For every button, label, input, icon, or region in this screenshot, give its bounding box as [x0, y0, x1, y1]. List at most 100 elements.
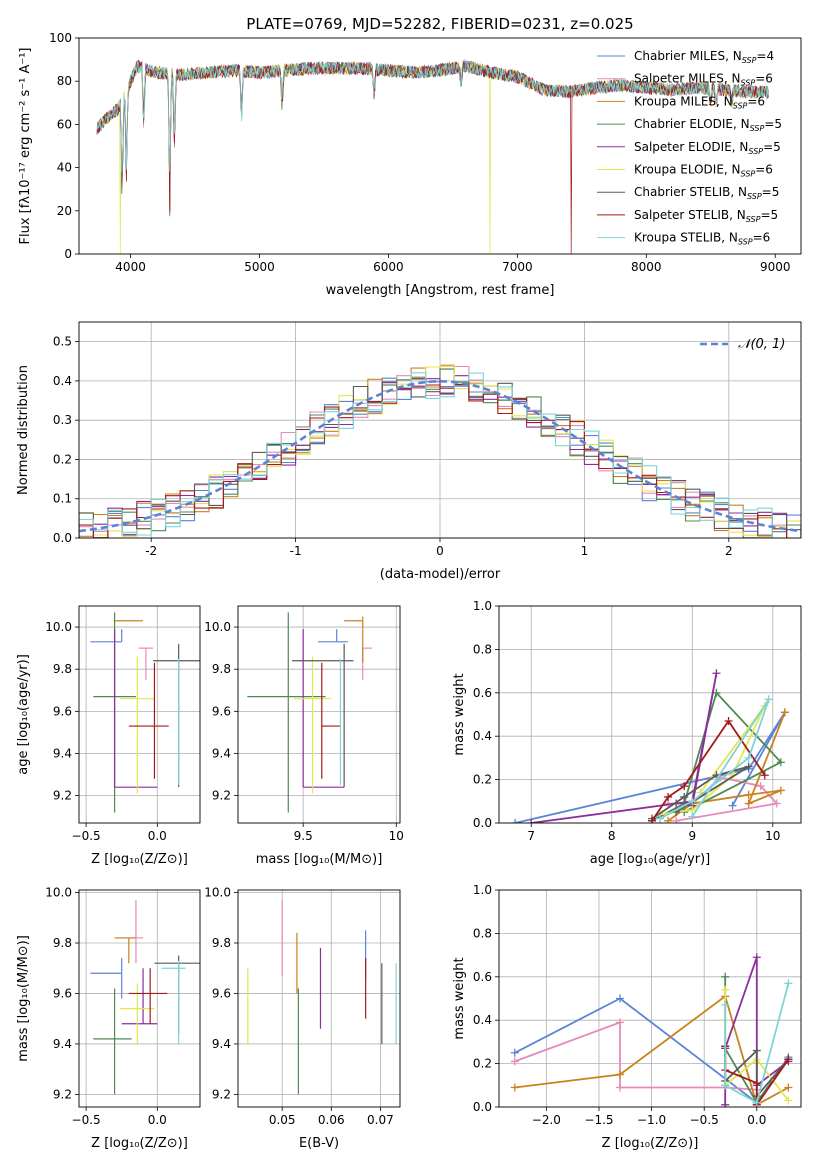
x-tick-label: -2 [145, 544, 157, 558]
legend-entry-name: Salpeter STELIB, N [634, 208, 746, 222]
legend-entry-sub: SSP [741, 79, 756, 88]
mass-vs-Z-grid [79, 890, 200, 1107]
y-tick-label: 9.8 [212, 662, 231, 676]
errorbar-point-kroupa-miles [344, 616, 364, 663]
weight-marker [744, 753, 753, 762]
y-tick-label: 0.8 [473, 642, 492, 656]
y-axis-label: age [log₁₀(age/yr)] [16, 654, 31, 775]
errorbar-point-kroupa-stelib [161, 960, 186, 1044]
errorbar-point-salpeter-elodie [121, 968, 158, 1025]
y-tick-label: 0.2 [53, 452, 72, 466]
axes-frame [498, 889, 802, 1108]
x-tick-label: 9.5 [294, 829, 313, 843]
weight-marker [744, 790, 753, 799]
y-tick-label: 0.0 [473, 1100, 492, 1114]
errorbar-point-kroupa-elodie [293, 656, 332, 794]
errorbar-point-chabrier-miles [90, 629, 123, 643]
weight-marker [721, 1100, 730, 1107]
x-tick-label: −0.5 [72, 829, 101, 843]
legend-entry-name: Salpeter ELODIE, N [634, 140, 748, 154]
y-axis-label: mass weight [452, 673, 467, 755]
weight-marker [744, 799, 753, 808]
y-tick-label: 10.0 [204, 620, 231, 634]
x-tick-label: 10 [389, 829, 404, 843]
y-tick-label: 60 [57, 117, 72, 131]
x-tick-label: 0.07 [367, 1113, 394, 1127]
weight-marker [664, 816, 673, 823]
weight-line [514, 711, 786, 823]
age-vs-Z-grid [79, 606, 200, 823]
legend-entry: Salpeter STELIB, NSSP=5 [634, 208, 778, 224]
y-tick-label: 9.6 [53, 986, 72, 1000]
weight-line [724, 983, 790, 1105]
y-tick-label: 0.4 [53, 374, 72, 388]
legend-entry-name: Kroupa STELIB, N [634, 231, 738, 245]
legend-entry-name: Salpeter MILES, N [634, 72, 741, 86]
y-tick-label: 0.3 [53, 413, 72, 427]
x-tick-label: 1 [581, 544, 589, 558]
x-axis-label: wavelength [Angstrom, rest frame] [326, 283, 555, 298]
residuals-panel: -2 -1 0 1 2 0.0 0.1 0.2 0.3 0.4 0.5 (data-model)/er… [16, 321, 802, 582]
age-vs-mass-plot-area [247, 612, 373, 813]
weight-marker [511, 819, 520, 823]
legend-entry-sub: SSP [738, 238, 753, 247]
weight-marker [724, 717, 733, 726]
weight-marker [648, 816, 657, 823]
weight-line [531, 673, 718, 823]
x-tick-label: 9000 [760, 260, 791, 274]
weight-series-kroupa-stelib [721, 979, 793, 1107]
weight-series-kroupa-stelib [656, 695, 773, 823]
x-tick-label: 7 [527, 829, 535, 843]
spectrum-panel: 4000 5000 6000 7000 8000 9000 0 20 40 60 80 100 wave… [18, 31, 802, 298]
x-tick-label: 0.0 [148, 1113, 167, 1127]
y-tick-label: 0.2 [473, 1057, 492, 1071]
y-tick-label: 9.4 [53, 1037, 72, 1051]
weight-marker [756, 782, 765, 791]
y-tick-label: 10.0 [45, 620, 72, 634]
axes-frame [78, 889, 201, 1108]
errorbar-point-chabrier-miles [90, 958, 123, 999]
weight-marker [527, 819, 536, 823]
y-tick-label: 0.6 [473, 970, 492, 984]
legend-entry-name: Chabrier STELIB, N [634, 185, 747, 199]
weight-marker [728, 801, 737, 810]
legend-entry-tail: =5 [764, 117, 782, 131]
weight-vs-Z-panel: −2.0 −1.5 −1.0 −0.5 0.0 0.0 0.2 0.4 0.6 0.8 1.0 Z [… [452, 883, 802, 1151]
x-tick-label: −0.5 [690, 1113, 719, 1127]
axes-frame [237, 889, 401, 1108]
y-tick-label: 0.8 [473, 926, 492, 940]
spectrum-line-chabrier-stelib [96, 59, 769, 217]
y-tick-label: 0.1 [53, 492, 72, 506]
age-vs-Z-plot-area [90, 612, 200, 813]
weight-marker [764, 695, 773, 704]
y-tick-label: 80 [57, 74, 72, 88]
legend-entry-sub: SSP [746, 215, 761, 224]
weight-marker [752, 953, 761, 962]
weight-marker [510, 1057, 519, 1066]
residuals-grid [79, 322, 801, 539]
normal-reference-curve [79, 379, 801, 533]
errorbar-point-kroupa-miles [114, 937, 136, 964]
errorbar-point-chabrier-stelib [153, 643, 200, 788]
x-tick-label: 6000 [373, 260, 404, 274]
figure-title: PLATE=0769, MJD=52282, FIBERID=0231, z=0… [246, 15, 633, 33]
weight-marker [664, 792, 673, 801]
weight-marker [752, 1079, 761, 1088]
x-axis-label: Z [log₁₀(Z/Z⊙)] [91, 852, 188, 867]
weight-vs-age-plot-area [511, 669, 789, 823]
weight-marker [784, 1083, 793, 1092]
weight-marker [680, 792, 689, 801]
x-tick-label: 8 [608, 829, 616, 843]
weight-marker [721, 972, 730, 981]
y-tick-label: 9.2 [53, 1087, 72, 1101]
age-vs-mass-panel: 9.5 10 9.2 9.4 9.6 9.8 10.0 mass [log₁₀(M/M⊙)] [204, 605, 404, 867]
x-axis-label: (data-model)/error [380, 567, 501, 582]
weight-marker [744, 762, 753, 771]
histogram-salpeter-stelib [79, 383, 801, 538]
y-axis-label: mass [log₁₀(M/M⊙)] [16, 935, 31, 1062]
x-tick-label: −1.5 [584, 1113, 613, 1127]
weight-marker [721, 1001, 730, 1010]
x-tick-label: 10 [765, 829, 780, 843]
y-tick-label: 9.6 [53, 704, 72, 718]
